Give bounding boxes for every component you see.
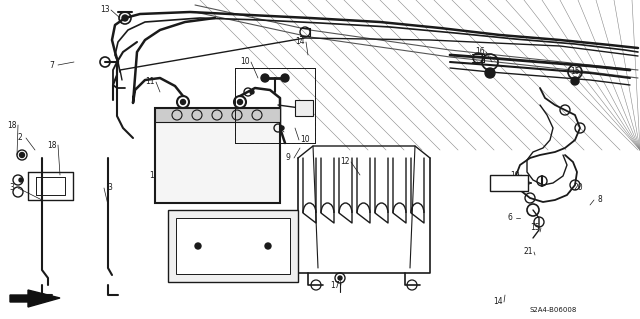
Bar (168, 210, 298, 282)
Text: 4: 4 (232, 231, 237, 240)
Circle shape (195, 243, 201, 249)
Text: 8: 8 (598, 196, 602, 204)
Text: 11: 11 (273, 128, 283, 137)
Text: 18: 18 (47, 140, 57, 150)
Text: 5: 5 (168, 110, 172, 120)
Text: 14: 14 (295, 38, 305, 47)
Circle shape (19, 152, 24, 158)
Bar (235, 68, 315, 143)
Circle shape (237, 100, 243, 105)
Circle shape (261, 74, 269, 82)
Circle shape (265, 243, 271, 249)
Text: 17: 17 (330, 280, 340, 290)
Text: 15: 15 (570, 68, 580, 77)
Text: 21: 21 (524, 248, 532, 256)
Text: 13: 13 (100, 5, 110, 14)
Text: 3: 3 (10, 183, 15, 192)
Text: 10: 10 (300, 136, 310, 145)
Text: 12: 12 (340, 158, 349, 167)
Text: B-13: B-13 (499, 179, 518, 188)
Circle shape (338, 276, 342, 280)
Circle shape (122, 15, 128, 21)
Text: 20: 20 (573, 183, 583, 192)
Circle shape (250, 90, 254, 94)
Circle shape (180, 100, 186, 105)
Circle shape (485, 68, 495, 78)
Text: 1: 1 (150, 170, 154, 180)
Text: 2: 2 (18, 133, 22, 143)
Bar (155, 108, 280, 203)
Text: 15: 15 (530, 224, 540, 233)
Circle shape (571, 77, 579, 85)
Circle shape (280, 126, 284, 130)
Text: 14: 14 (493, 298, 503, 307)
Text: 10: 10 (240, 57, 250, 66)
Text: 6: 6 (508, 213, 513, 222)
Bar (490, 175, 528, 191)
Text: S2A4-B06008: S2A4-B06008 (530, 307, 577, 313)
Polygon shape (10, 290, 60, 307)
Bar (235, 68, 315, 143)
Text: 19: 19 (510, 170, 520, 180)
Text: 3: 3 (108, 183, 113, 192)
Text: 7: 7 (49, 61, 54, 70)
Bar (155, 108, 280, 122)
Text: 18: 18 (7, 121, 17, 130)
Bar (176, 218, 290, 274)
Text: 11: 11 (145, 78, 155, 86)
Text: 16: 16 (475, 48, 485, 56)
Text: FR.: FR. (32, 293, 50, 303)
Bar (295, 100, 313, 116)
Text: 9: 9 (285, 153, 291, 162)
Circle shape (281, 74, 289, 82)
Circle shape (19, 178, 23, 182)
